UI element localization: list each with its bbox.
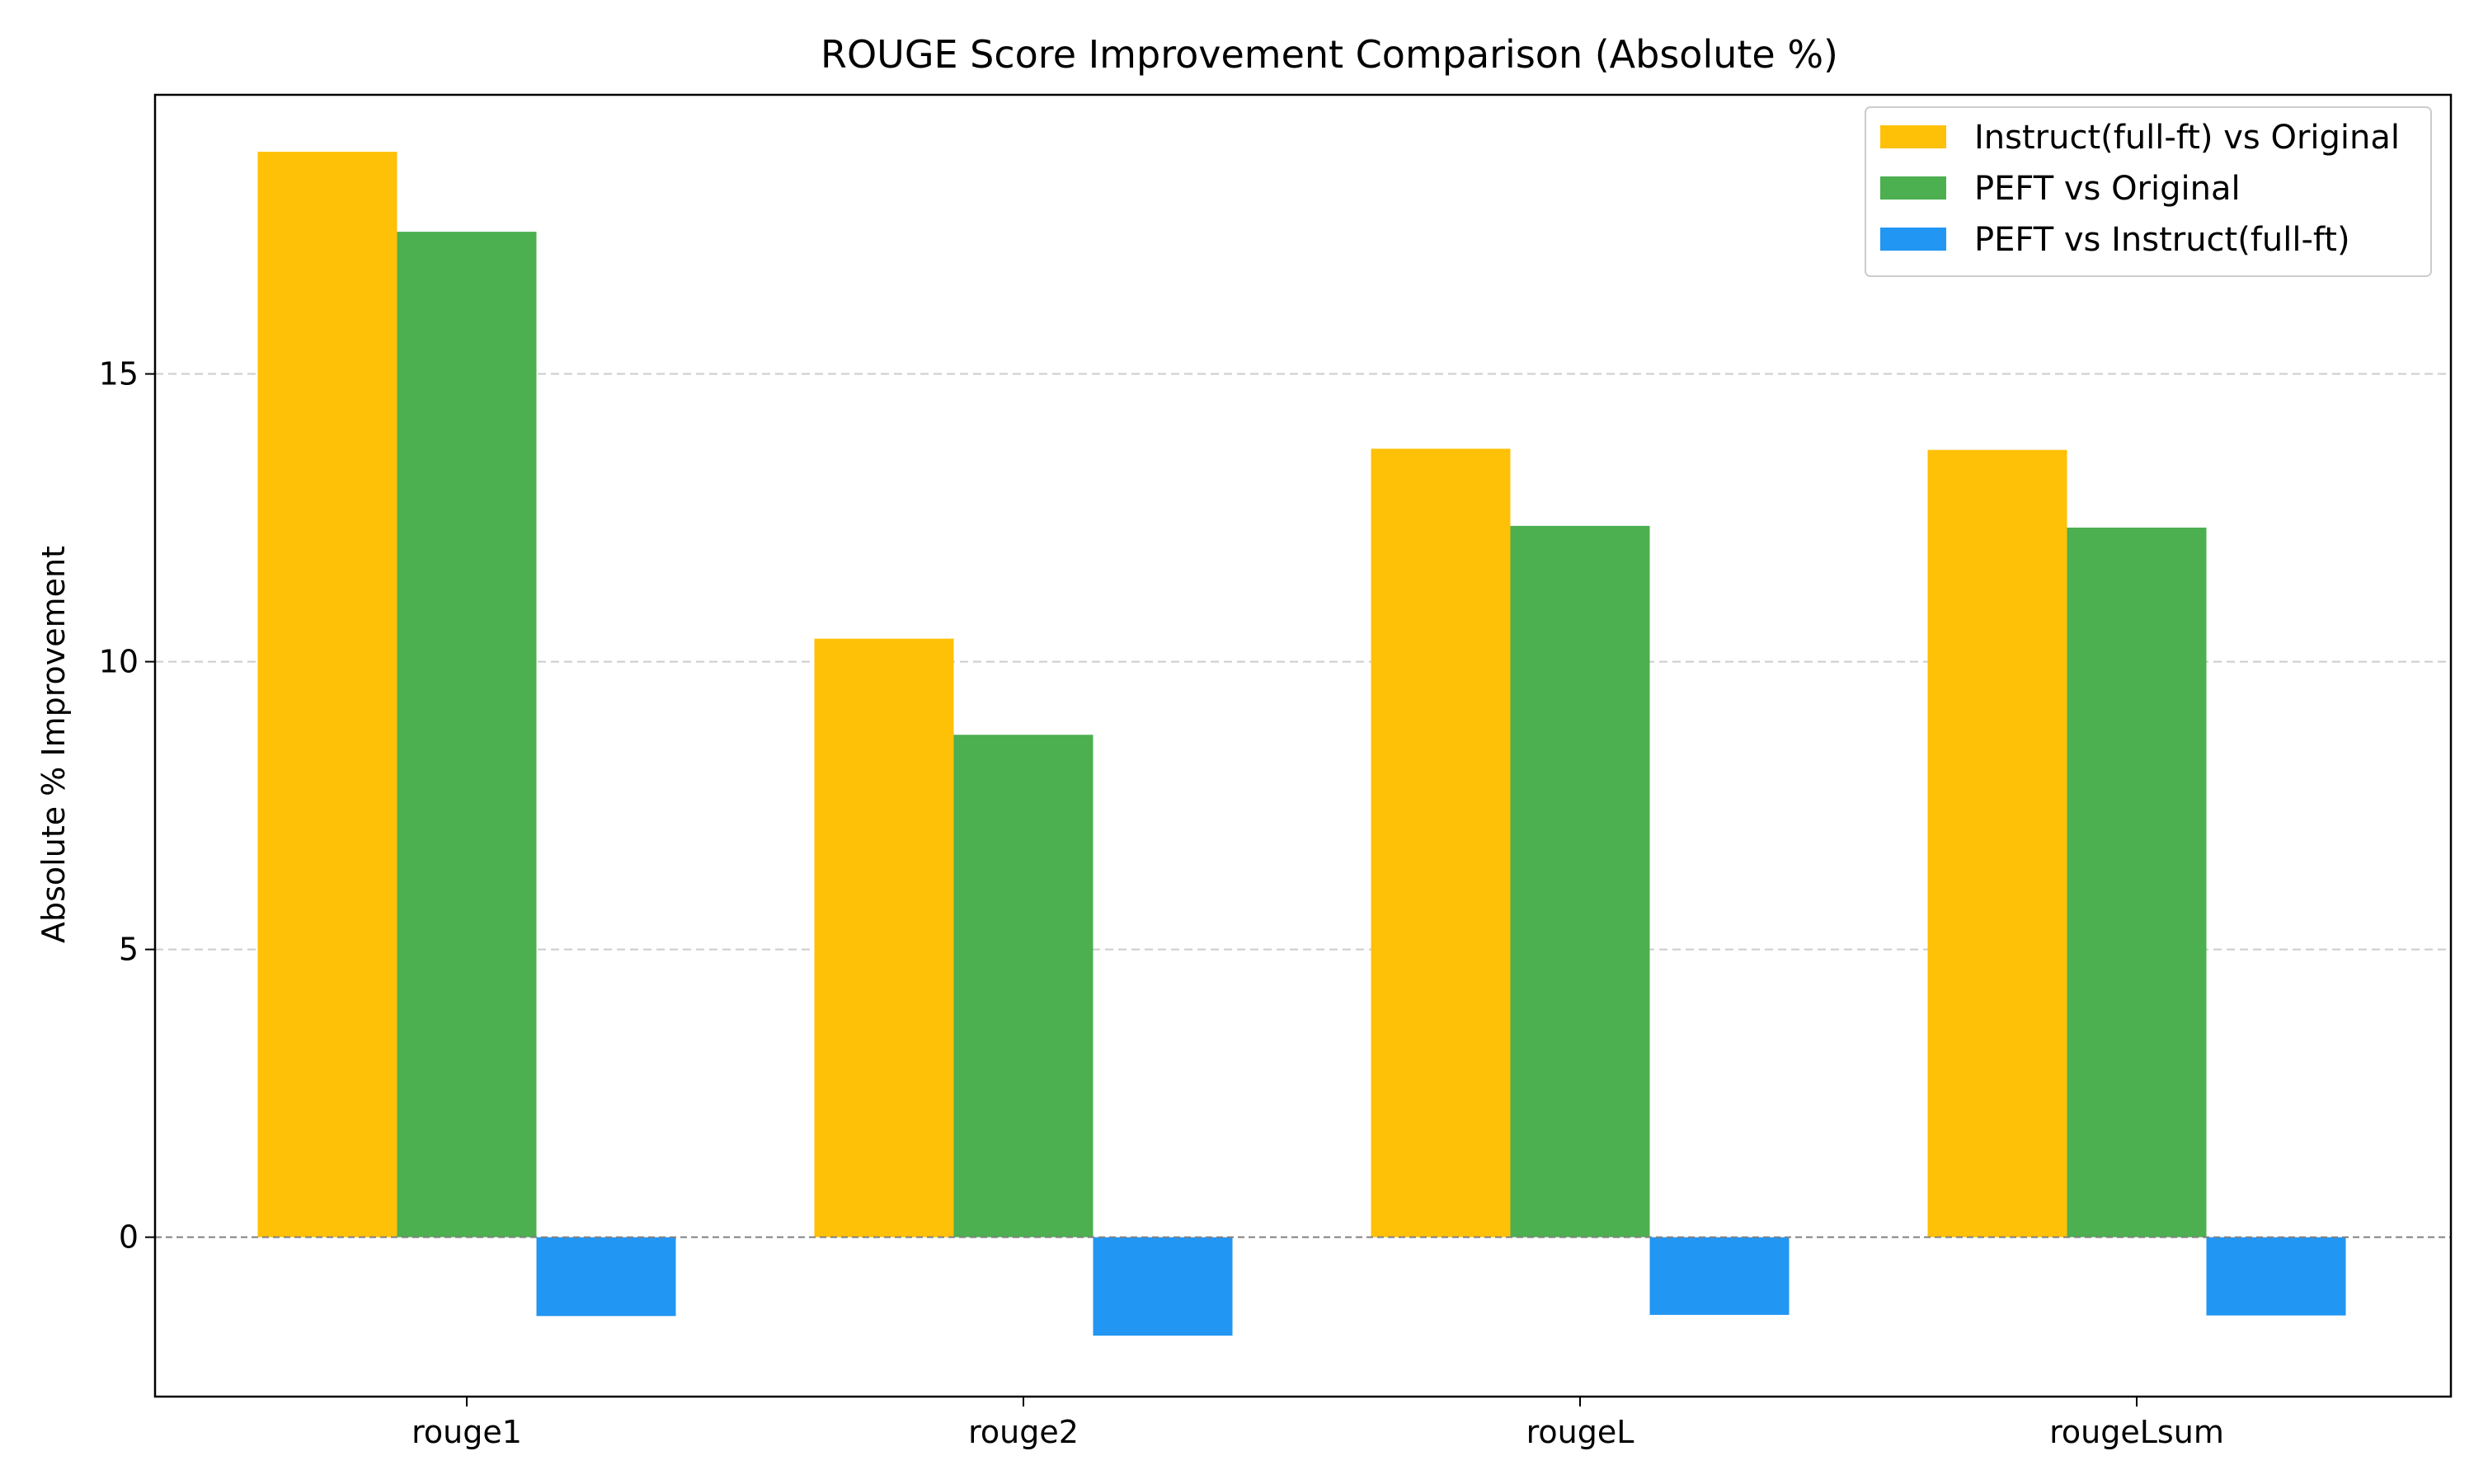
bar-rouge1-series-2 (536, 1237, 676, 1317)
x-tick-label: rougeL (1526, 1414, 1634, 1450)
bar-rougeLsum-series-1 (2067, 527, 2207, 1237)
bar-rouge2-series-2 (1093, 1237, 1233, 1336)
bar-rougeL-series-2 (1649, 1237, 1790, 1315)
bar-rougeL-series-0 (1371, 448, 1511, 1237)
y-axis-label: Absolute % Improvement (35, 546, 72, 943)
x-tick-label: rougeLsum (2049, 1414, 2224, 1450)
bar-rouge2-series-0 (814, 638, 954, 1237)
legend-entry: PEFT vs Original (1974, 170, 2241, 208)
legend-box (1865, 106, 2432, 277)
legend-swatch (1880, 176, 1946, 200)
legend-entry: PEFT vs Instruct(full-ft) (1974, 221, 2350, 259)
x-tick-label: rouge1 (412, 1414, 522, 1450)
y-axis-ticks: 0 5 10 15 (99, 356, 155, 1256)
bar-rouge1-series-1 (397, 232, 537, 1237)
chart-title: ROUGE Score Improvement Comparison (Abso… (821, 32, 1838, 77)
bar-rouge1-series-0 (257, 152, 397, 1237)
bar-rougeLsum-series-2 (2206, 1237, 2346, 1316)
legend-swatch (1880, 228, 1946, 251)
plot-area-frame (153, 93, 2453, 1398)
bar-rougeLsum-series-0 (1927, 449, 2067, 1237)
legend-swatch (1880, 125, 1946, 148)
bar-rouge2-series-1 (953, 735, 1094, 1237)
bar-rougeL-series-1 (1510, 525, 1650, 1237)
x-tick-label: rouge2 (968, 1414, 1079, 1450)
x-axis-ticks: rouge1 rouge2 rougeL rougeLsum (412, 1397, 2224, 1450)
y-tick-label: 10 (99, 644, 139, 680)
bars (257, 152, 2346, 1336)
y-tick-label: 0 (119, 1219, 139, 1256)
legend: Instruct(full-ft) vs Original PEFT vs Ori… (1865, 106, 2432, 277)
y-tick-label: 5 (119, 932, 139, 968)
y-tick-label: 15 (99, 356, 139, 392)
legend-entry: Instruct(full-ft) vs Original (1974, 119, 2400, 157)
